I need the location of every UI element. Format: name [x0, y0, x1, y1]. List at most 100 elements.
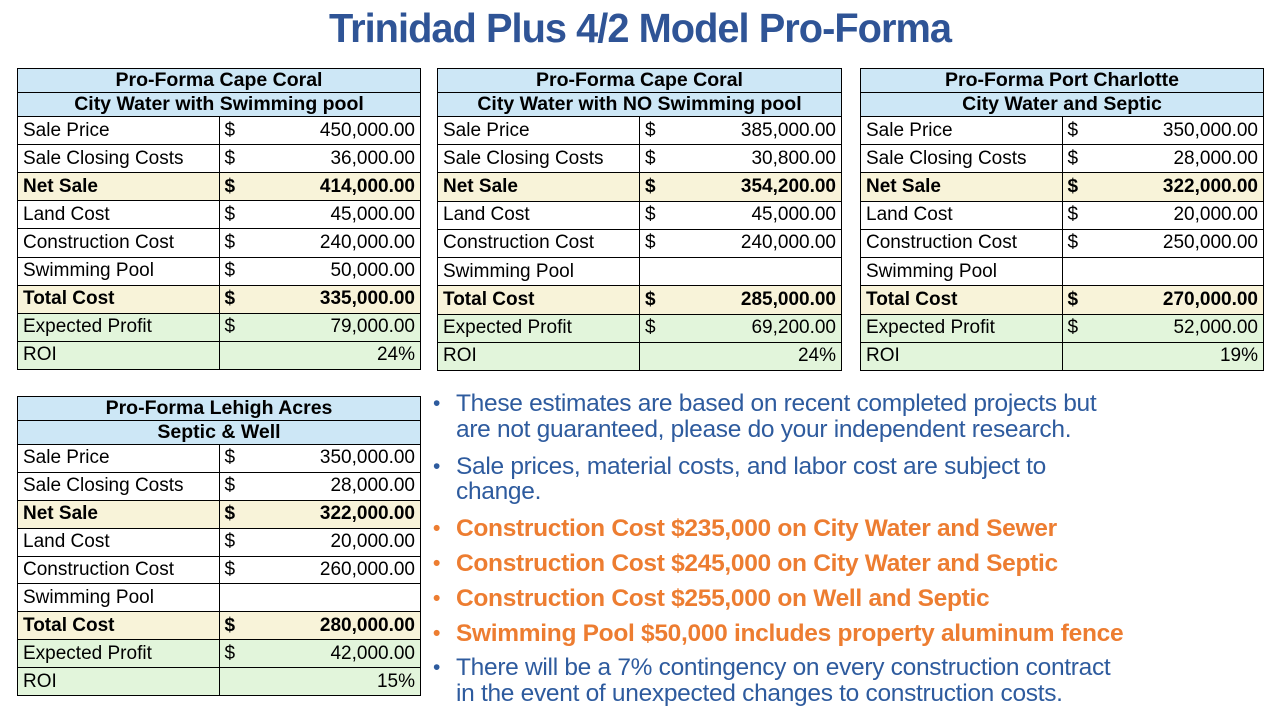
row-amount: 350,000.00: [1162, 119, 1258, 141]
note-item: • Sale prices, material costs, and labor …: [433, 453, 1279, 506]
row-label: Total Cost: [437, 285, 640, 315]
currency-symbol: $: [645, 317, 656, 339]
row-amount: 335,000.00: [319, 288, 415, 310]
row-value-cell: $20,000.00: [1061, 200, 1264, 230]
row-value-cell: $36,000.00: [218, 144, 421, 174]
row-label: Net Sale: [17, 499, 220, 529]
row-label: Expected Profit: [17, 639, 220, 668]
row-amount: 36,000.00: [330, 147, 415, 169]
row-amount: 15%: [376, 670, 415, 692]
row-value-cell: $20,000.00: [218, 527, 421, 557]
row-amount: 240,000.00: [319, 231, 415, 253]
row-value-cell: $350,000.00: [1061, 115, 1264, 146]
note-text: Construction Cost $255,000 on Well and S…: [456, 584, 990, 612]
currency-symbol: $: [645, 288, 656, 310]
table-row: Swimming Pool: [17, 583, 421, 613]
row-amount: 19%: [1219, 345, 1258, 367]
table-row: Total Cost $270,000.00: [860, 285, 1264, 315]
row-value-cell: $79,000.00: [218, 312, 421, 342]
row-label: Swimming Pool: [437, 257, 640, 287]
row-label: Net Sale: [437, 172, 640, 202]
table-row: Total Cost $280,000.00: [17, 611, 421, 641]
row-value-cell: $270,000.00: [1061, 285, 1264, 315]
table-row: Sale Price $350,000.00: [860, 115, 1264, 146]
currency-symbol: $: [1067, 147, 1079, 169]
currency-symbol: $: [645, 232, 656, 254]
row-value-cell: $52,000.00: [1061, 313, 1264, 343]
row-amount: 260,000.00: [319, 558, 415, 580]
row-value-cell: [1061, 257, 1264, 287]
note-item: • Construction Cost $235,000 on City Wate…: [433, 516, 1279, 542]
row-amount: 280,000.00: [319, 614, 415, 636]
row-label: Total Cost: [860, 285, 1063, 315]
table-row: Land Cost $20,000.00: [860, 200, 1264, 230]
currency-symbol: $: [645, 119, 656, 141]
row-label: Construction Cost: [17, 555, 220, 585]
row-amount: 450,000.00: [319, 119, 415, 141]
row-label: Net Sale: [17, 172, 220, 202]
row-value-cell: $450,000.00: [218, 115, 421, 146]
table-row: Expected Profit $52,000.00: [860, 313, 1264, 343]
row-value-cell: $240,000.00: [218, 228, 421, 258]
row-amount: 42,000.00: [330, 642, 415, 664]
row-label: Sale Price: [437, 115, 640, 146]
note-text: There will be a 7% contingency on every …: [456, 654, 1111, 708]
bullet-icon: •: [433, 621, 441, 645]
currency-symbol: $: [1067, 204, 1079, 226]
page-title: Trinidad Plus 4/2 Model Pro-Forma: [328, 5, 952, 51]
table-row: Sale Price $450,000.00: [17, 115, 421, 146]
table-title: Pro-Forma Cape Coral: [17, 68, 421, 93]
row-value-cell: 15%: [218, 667, 421, 696]
table-row: Construction Cost $250,000.00: [860, 228, 1264, 259]
row-value-cell: $354,200.00: [639, 172, 842, 202]
row-amount: 79,000.00: [330, 316, 415, 338]
table-row: Construction Cost $240,000.00: [437, 228, 842, 259]
table-row: Sale Closing Costs $30,800.00: [437, 144, 842, 174]
currency-symbol: $: [224, 558, 236, 580]
table-row: Sale Price $350,000.00: [17, 444, 421, 473]
table-row: Total Cost $285,000.00: [437, 285, 842, 315]
row-value-cell: 19%: [1061, 341, 1264, 372]
table-row: Total Cost $335,000.00: [17, 284, 421, 314]
bullet-icon: •: [433, 551, 441, 575]
row-label: Sale Closing Costs: [860, 144, 1063, 174]
currency-symbol: $: [1067, 232, 1079, 254]
row-value-cell: $260,000.00: [218, 555, 421, 585]
table-row: Net Sale $322,000.00: [860, 172, 1264, 202]
row-value-cell: 24%: [218, 340, 421, 371]
row-value-cell: [639, 257, 842, 287]
table-row: Net Sale $414,000.00: [17, 172, 421, 202]
row-value-cell: $350,000.00: [218, 444, 421, 473]
table-row: Expected Profit $69,200.00: [437, 313, 842, 343]
row-label: Net Sale: [860, 172, 1063, 202]
row-amount: 28,000.00: [330, 475, 415, 497]
currency-symbol: $: [224, 175, 236, 197]
note-item: • There will be a 7% contingency on every…: [433, 655, 1279, 707]
table-row: ROI 24%: [17, 340, 421, 371]
row-label: Expected Profit: [17, 312, 220, 342]
proforma-table: Pro-Forma Cape Coral City Water with Swim…: [17, 68, 421, 371]
row-amount: 322,000.00: [1162, 176, 1258, 198]
bullet-icon: •: [433, 392, 441, 415]
proforma-table-cape-coral-no-pool: Pro-Forma Cape Coral City Water with NO S…: [437, 68, 842, 372]
row-value-cell: [218, 583, 421, 613]
row-label: Sale Closing Costs: [17, 471, 220, 501]
table-title: Pro-Forma Port Charlotte: [860, 68, 1264, 93]
table-row: Sale Closing Costs $36,000.00: [17, 144, 421, 174]
currency-symbol: $: [1067, 119, 1079, 141]
row-value-cell: 24%: [639, 341, 842, 372]
table-row: Net Sale $322,000.00: [17, 499, 421, 529]
currency-symbol: $: [224, 316, 236, 338]
row-amount: 30,800.00: [751, 147, 836, 169]
table-subtitle: City Water and Septic: [860, 92, 1264, 117]
row-value-cell: $335,000.00: [218, 284, 421, 314]
note-item: • Construction Cost $255,000 on Well and …: [433, 584, 1279, 612]
proforma-table-cape-coral-pool: Pro-Forma Cape Coral City Water with Swim…: [17, 68, 421, 371]
table-row: Construction Cost $260,000.00: [17, 555, 421, 585]
proforma-table-port-charlotte: Pro-Forma Port Charlotte City Water and S…: [860, 68, 1264, 372]
row-label: Sale Closing Costs: [437, 144, 640, 174]
table-row: Land Cost $20,000.00: [17, 527, 421, 557]
note-text: Construction Cost $245,000 on City Water…: [456, 549, 1058, 577]
currency-symbol: $: [645, 204, 656, 226]
